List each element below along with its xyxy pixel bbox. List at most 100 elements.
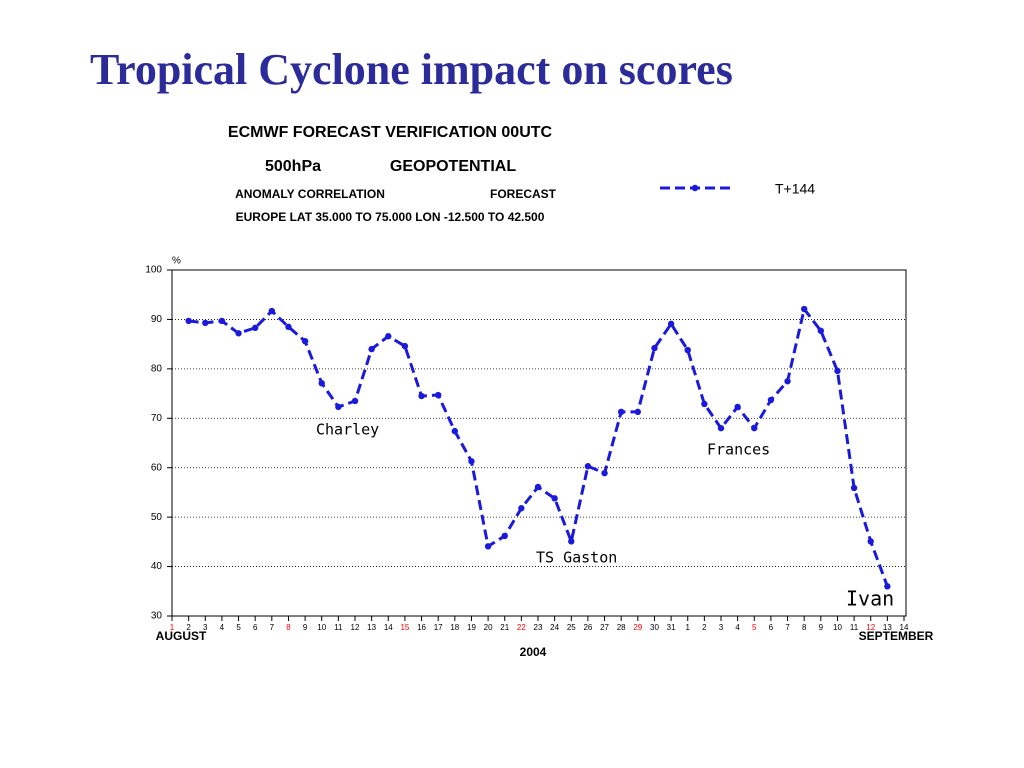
month-label: SEPTEMBER [859,629,934,643]
data-point [218,317,226,325]
x-tick-label: 13 [883,623,892,632]
x-tick-label: 9 [819,623,824,632]
data-point [534,483,542,491]
x-tick-label: 30 [650,623,659,632]
data-point [817,327,825,334]
month-label: AUGUST [156,629,207,643]
x-tick-label: 6 [253,623,258,632]
y-tick-label: 50 [151,512,163,523]
data-point [784,378,791,385]
data-point [318,379,325,387]
x-tick-label: 1 [170,623,175,632]
x-tick-label: 29 [633,623,642,632]
data-point [451,427,459,435]
data-point [185,317,192,325]
data-point [351,397,359,405]
annotation: TS Gaston [536,549,617,567]
data-point [468,458,475,465]
x-tick-label: 7 [270,623,275,632]
y-tick-label: 70 [151,413,163,424]
data-point [285,323,292,331]
data-point [434,391,442,399]
data-point [235,330,242,337]
x-tick-label: 11 [850,623,859,632]
chart-header: FORECAST [490,187,557,201]
x-tick-label: 31 [667,623,676,632]
chart-header: 500hPa [265,158,321,175]
x-tick-label: 20 [484,623,493,632]
plot-frame [171,269,907,617]
data-point [268,307,276,315]
x-tick-label: 11 [334,623,343,632]
data-point [484,543,492,550]
data-point [767,396,775,404]
x-tick-label: 12 [351,623,360,632]
data-point [418,392,425,400]
x-tick-label: 7 [785,623,790,632]
x-tick-label: 24 [550,623,559,632]
data-point [202,319,209,327]
data-point [335,403,342,411]
x-tick-label: 12 [866,623,875,632]
data-point [850,484,858,492]
x-tick-label: 22 [517,623,526,632]
x-tick-label: 10 [833,623,842,632]
y-tick-label: 30 [151,611,163,622]
x-axis-label: 2004 [520,645,547,659]
data-point [651,344,658,352]
x-tick-label: 6 [769,623,774,632]
legend-label: T+144 [775,181,815,197]
data-point [751,424,758,432]
data-point [717,424,725,432]
data-point [301,337,309,345]
y-unit: % [172,256,181,267]
data-point [634,408,642,416]
y-tick-label: 90 [151,314,163,325]
chart-header: GEOPOTENTIAL [390,158,516,175]
y-tick-label: 60 [151,462,163,473]
data-point [617,408,625,416]
x-tick-label: 5 [236,623,241,632]
data-point [251,324,259,332]
x-tick-label: 26 [583,623,592,632]
annotation: Ivan [846,587,894,611]
chart-header: ECMWF FORECAST VERIFICATION 00UTC [228,124,553,141]
y-tick-label: 40 [151,561,163,572]
data-point [368,345,375,353]
x-tick-label: 1 [686,623,691,632]
y-tick-label: 100 [145,265,162,276]
x-tick-label: 14 [900,623,909,632]
data-point [551,495,558,502]
data-point [601,469,608,477]
y-tick-label: 80 [151,363,163,374]
x-tick-label: 3 [719,623,724,632]
x-tick-label: 18 [450,623,459,632]
x-tick-label: 21 [500,623,509,632]
x-tick-label: 2 [702,623,707,632]
x-tick-label: 25 [567,623,576,632]
data-point [584,463,592,470]
data-point [684,346,691,354]
chart-header: ANOMALY CORRELATION [235,187,385,201]
x-tick-label: 4 [735,623,740,632]
data-point [884,583,891,590]
x-tick-label: 8 [286,623,291,632]
annotation: Frances [707,441,770,459]
data-point [834,367,841,375]
annotation: Charley [316,421,379,439]
data-point [667,320,675,328]
data-point [568,538,575,545]
x-tick-label: 15 [400,623,409,632]
x-tick-label: 10 [317,623,326,632]
x-tick-label: 14 [384,623,393,632]
data-point [867,538,874,545]
data-point [800,305,808,313]
data-point [701,400,708,408]
legend-marker [691,184,699,192]
x-tick-label: 19 [467,623,476,632]
x-tick-label: 13 [367,623,376,632]
data-point [518,505,525,512]
x-tick-label: 5 [752,623,757,632]
x-tick-label: 2 [186,623,191,632]
